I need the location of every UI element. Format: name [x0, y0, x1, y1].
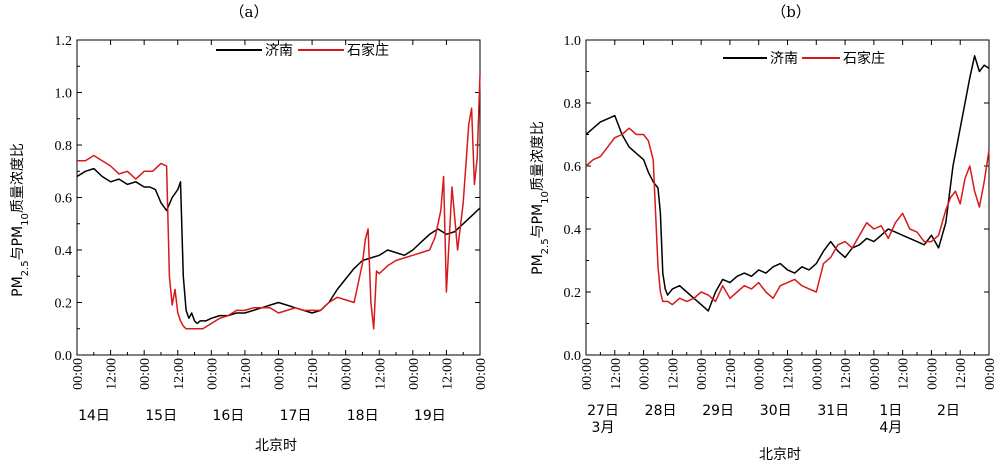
y-tick-label: 1.0 [564, 34, 582, 49]
day-label: 17日 [280, 408, 312, 424]
series-line-jinan [76, 167, 481, 325]
x-tick-label: 00:00 [695, 358, 710, 390]
svg-text:PM2.5与PM10质量浓度比: PM2.5与PM10质量浓度比 [10, 143, 31, 297]
x-tick-label: 00:00 [868, 358, 883, 390]
plot-area [585, 39, 990, 356]
y-tick-label: 0.0 [564, 349, 582, 364]
y-tick-label: 0.4 [564, 223, 582, 238]
x-tick-label: 12:00 [839, 358, 854, 390]
x-tick-label: 12:00 [897, 358, 912, 390]
legend: 济南 石家庄 [723, 50, 885, 67]
x-tick-label: 12:00 [172, 358, 187, 390]
x-tick-label: 00:00 [138, 358, 153, 390]
day-label: 15日 [145, 408, 177, 424]
x-tick-label: 00:00 [71, 358, 86, 390]
day-label: 1日 [879, 403, 902, 419]
series-line-jinan [585, 55, 990, 312]
legend-label-shijiazhuang: 石家庄 [843, 50, 885, 67]
series-line-shijiazhuang [77, 74, 481, 330]
x-tick-label: 12:00 [373, 358, 388, 390]
plot-area [76, 39, 481, 356]
day-label: 2日 [937, 403, 960, 419]
month-label: 3月 [592, 420, 615, 436]
x-tick-label: 00:00 [580, 358, 595, 390]
x-tick-label: 00:00 [638, 358, 653, 390]
y-axis-label: PM2.5与PM10质量浓度比 [10, 143, 31, 297]
y-tick-label: 1.0 [55, 87, 73, 102]
y-tick-label: 0.6 [55, 192, 73, 207]
x-axis-label: 北京时 [759, 447, 801, 463]
legend: 济南 石家庄 [216, 42, 389, 59]
panel-b: （b） 0.0 0.2 0.4 0.6 0.8 1.0 00:00 12:00 00:00 12:… [530, 3, 998, 463]
day-label: 31日 [817, 403, 849, 419]
x-tick-label: 12:00 [666, 358, 681, 390]
svg-text:PM2.5与PM10质量浓度比: PM2.5与PM10质量浓度比 [530, 121, 551, 275]
x-tick-label: 12:00 [724, 358, 739, 390]
day-label: 29日 [702, 403, 734, 419]
day-label: 28日 [645, 403, 677, 419]
y-tick-label: 0.8 [55, 139, 73, 154]
x-tick-label: 12:00 [954, 358, 969, 390]
day-label: 16日 [212, 408, 244, 424]
x-tick-label: 00:00 [273, 358, 288, 390]
legend-label-shijiazhuang: 石家庄 [347, 42, 389, 59]
y-tick-label: 0.4 [55, 244, 73, 259]
day-label: 14日 [78, 408, 110, 424]
x-tick-label: 00:00 [925, 358, 940, 390]
x-tick-label: 00:00 [983, 358, 998, 390]
day-label: 19日 [414, 408, 446, 424]
x-tick-label: 12:00 [782, 358, 797, 390]
x-tick-label: 00:00 [205, 358, 220, 390]
x-tick-label: 12:00 [239, 358, 254, 390]
x-axis-label: 北京时 [255, 438, 297, 454]
month-label: 4月 [879, 420, 902, 436]
panel-b-title: （b） [771, 3, 811, 21]
day-label: 27日 [587, 403, 619, 419]
x-tick-label: 12:00 [105, 358, 120, 390]
x-tick-label: 12:00 [440, 358, 455, 390]
y-tick-label: 0.2 [564, 286, 582, 301]
panel-a-title: （a） [230, 3, 269, 21]
day-label: 18日 [347, 408, 379, 424]
x-tick-label: 00:00 [340, 358, 355, 390]
y-tick-label: 0.6 [564, 160, 582, 175]
y-axis-label: PM2.5与PM10质量浓度比 [530, 121, 551, 275]
legend-label-jinan: 济南 [265, 43, 293, 59]
x-tick-label: 12:00 [609, 358, 624, 390]
x-tick-label: 12:00 [306, 358, 321, 390]
series-line-shijiazhuang [585, 127, 990, 306]
x-tick-label: 00:00 [474, 358, 489, 390]
x-tick-label: 00:00 [753, 358, 768, 390]
legend-label-jinan: 济南 [770, 51, 798, 67]
y-tick-label: 0.8 [564, 97, 582, 112]
x-tick-label: 00:00 [407, 358, 422, 390]
x-tick-label: 00:00 [810, 358, 825, 390]
y-tick-label: 0.2 [55, 297, 73, 312]
y-tick-label: 0.0 [55, 349, 73, 364]
day-label: 30日 [760, 403, 792, 419]
y-tick-label: 1.2 [55, 34, 73, 49]
panel-a: （a） 0.0 0.2 0.4 0.6 0.8 1.0 1.2 00:00 12:00 00:00… [10, 3, 489, 454]
